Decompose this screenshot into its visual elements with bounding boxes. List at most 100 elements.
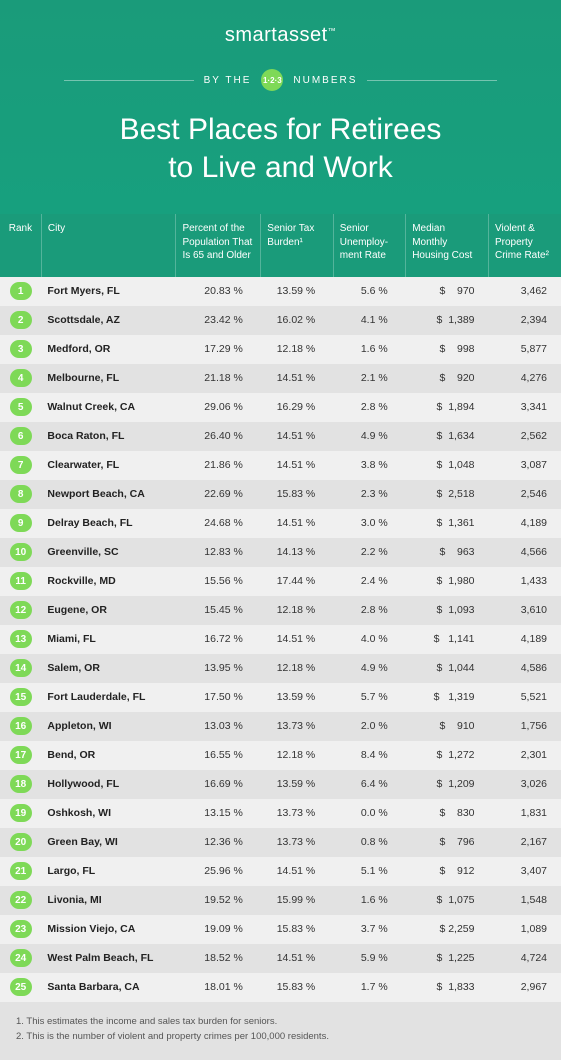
rank-pill: 21 (10, 862, 32, 880)
cost-cell: $ 1,833 (406, 973, 489, 1002)
rank-pill: 10 (10, 543, 32, 561)
pct65-cell: 17.50 % (176, 683, 261, 712)
crime-cell: 4,724 (489, 944, 561, 973)
tax-cell: 13.59 % (261, 683, 333, 712)
rank-cell: 1 (0, 277, 41, 306)
col-tax: Senior Tax Burden¹ (261, 214, 333, 277)
rank-pill: 7 (10, 456, 32, 474)
table-row: 21Largo, FL25.96 %14.51 %5.1 %$ 9123,407 (0, 857, 561, 886)
table-row: 22Livonia, MI19.52 %15.99 %1.6 %$ 1,0751… (0, 886, 561, 915)
table-row: 23Mission Viejo, CA19.09 %15.83 %3.7 %$ … (0, 915, 561, 944)
table-row: 4Melbourne, FL21.18 %14.51 %2.1 %$ 9204,… (0, 364, 561, 393)
crime-cell: 2,562 (489, 422, 561, 451)
pct65-cell: 16.69 % (176, 770, 261, 799)
tagline-right: NUMBERS (293, 75, 357, 86)
tax-cell: 13.73 % (261, 712, 333, 741)
city-cell: Newport Beach, CA (41, 480, 176, 509)
pct65-cell: 18.52 % (176, 944, 261, 973)
table-row: 7Clearwater, FL21.86 %14.51 %3.8 %$ 1,04… (0, 451, 561, 480)
city-cell: Hollywood, FL (41, 770, 176, 799)
cost-cell: $ 830 (406, 799, 489, 828)
rank-cell: 21 (0, 857, 41, 886)
unemp-cell: 0.0 % (333, 799, 405, 828)
tagline-left: BY THE (204, 75, 252, 86)
cost-cell: $ 1,894 (406, 393, 489, 422)
cost-cell: $ 1,272 (406, 741, 489, 770)
pct65-cell: 16.72 % (176, 625, 261, 654)
pct65-cell: 26.40 % (176, 422, 261, 451)
rank-cell: 10 (0, 538, 41, 567)
rank-pill: 13 (10, 630, 32, 648)
crime-cell: 4,276 (489, 364, 561, 393)
table-row: 15Fort Lauderdale, FL17.50 %13.59 %5.7 %… (0, 683, 561, 712)
crime-cell: 3,462 (489, 277, 561, 306)
cost-cell: $ 1,225 (406, 944, 489, 973)
rank-cell: 19 (0, 799, 41, 828)
unemp-cell: 3.8 % (333, 451, 405, 480)
rank-pill: 20 (10, 833, 32, 851)
rank-cell: 8 (0, 480, 41, 509)
city-cell: Medford, OR (41, 335, 176, 364)
pct65-cell: 15.45 % (176, 596, 261, 625)
rank-cell: 25 (0, 973, 41, 1002)
cost-cell: $ 1,209 (406, 770, 489, 799)
rank-pill: 15 (10, 688, 32, 706)
rank-cell: 22 (0, 886, 41, 915)
rank-cell: 2 (0, 306, 41, 335)
crime-cell: 5,521 (489, 683, 561, 712)
cost-cell: $ 912 (406, 857, 489, 886)
tax-cell: 14.13 % (261, 538, 333, 567)
city-cell: Livonia, MI (41, 886, 176, 915)
table-row: 8Newport Beach, CA22.69 %15.83 %2.3 %$ 2… (0, 480, 561, 509)
rank-cell: 24 (0, 944, 41, 973)
crime-cell: 2,394 (489, 306, 561, 335)
title-line1: Best Places for Retirees (120, 113, 442, 146)
rank-cell: 15 (0, 683, 41, 712)
crime-cell: 1,089 (489, 915, 561, 944)
rank-pill: 1 (10, 282, 32, 300)
rank-pill: 8 (10, 485, 32, 503)
rank-pill: 12 (10, 601, 32, 619)
cost-cell: $ 1,093 (406, 596, 489, 625)
pct65-cell: 19.09 % (176, 915, 261, 944)
page-title: Best Places for Retirees to Live and Wor… (0, 111, 561, 186)
crime-cell: 5,877 (489, 335, 561, 364)
rank-cell: 14 (0, 654, 41, 683)
pct65-cell: 15.56 % (176, 567, 261, 596)
rank-pill: 24 (10, 949, 32, 967)
tax-cell: 16.02 % (261, 306, 333, 335)
tax-cell: 12.18 % (261, 335, 333, 364)
crime-cell: 1,433 (489, 567, 561, 596)
crime-cell: 3,026 (489, 770, 561, 799)
rank-cell: 17 (0, 741, 41, 770)
divider-left (64, 80, 194, 81)
city-cell: Greenville, SC (41, 538, 176, 567)
unemp-cell: 4.9 % (333, 422, 405, 451)
pct65-cell: 12.36 % (176, 828, 261, 857)
cost-cell: $ 920 (406, 364, 489, 393)
unemp-cell: 2.1 % (333, 364, 405, 393)
unemp-cell: 2.8 % (333, 393, 405, 422)
city-cell: Oshkosh, WI (41, 799, 176, 828)
table-row: 17Bend, OR16.55 %12.18 %8.4 %$ 1,2722,30… (0, 741, 561, 770)
crime-cell: 4,566 (489, 538, 561, 567)
crime-cell: 3,407 (489, 857, 561, 886)
rank-cell: 13 (0, 625, 41, 654)
title-line2: to Live and Work (0, 149, 561, 187)
table-row: 25Santa Barbara, CA18.01 %15.83 %1.7 %$ … (0, 973, 561, 1002)
unemp-cell: 5.6 % (333, 277, 405, 306)
crime-cell: 4,586 (489, 654, 561, 683)
unemp-cell: 5.7 % (333, 683, 405, 712)
unemp-cell: 3.0 % (333, 509, 405, 538)
cost-cell: $ 1,044 (406, 654, 489, 683)
city-cell: Bend, OR (41, 741, 176, 770)
unemp-cell: 2.4 % (333, 567, 405, 596)
rank-pill: 3 (10, 340, 32, 358)
rank-cell: 23 (0, 915, 41, 944)
city-cell: Walnut Creek, CA (41, 393, 176, 422)
table-row: 12Eugene, OR15.45 %12.18 %2.8 %$ 1,0933,… (0, 596, 561, 625)
number-badge-icon: 1·2·3 (261, 69, 283, 91)
footnote-1: 1. This estimates the income and sales t… (16, 1014, 545, 1029)
pct65-cell: 24.68 % (176, 509, 261, 538)
crime-cell: 3,341 (489, 393, 561, 422)
